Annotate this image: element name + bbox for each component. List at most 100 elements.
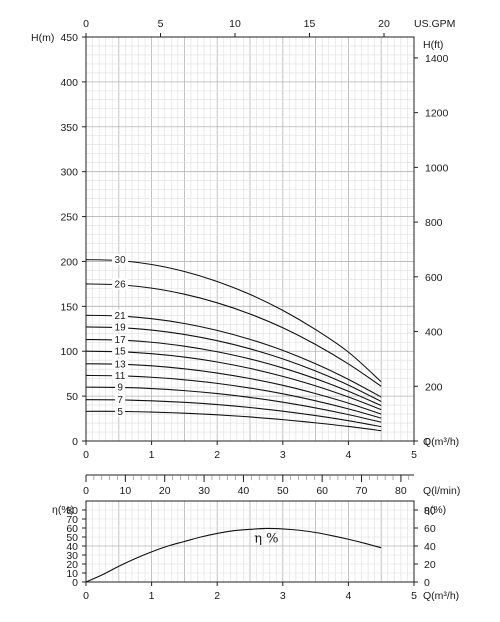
- right-tick-label: 200: [425, 381, 443, 393]
- y-tick-label: 200: [60, 256, 78, 268]
- right-tick-label: 800: [425, 217, 443, 229]
- stage-label-19: 19: [115, 322, 127, 333]
- top-tick-label: 10: [229, 18, 241, 30]
- y-tick-label: 250: [60, 212, 78, 224]
- stage-label-bg: [112, 369, 129, 381]
- lpm-tick-label: 10: [120, 485, 132, 497]
- plot-frame: [85, 36, 415, 442]
- right-axis-title: η(%): [424, 504, 446, 516]
- lpm-tick-label: 80: [395, 485, 407, 497]
- curve-stage-9: [85, 386, 382, 423]
- stage-label-17: 17: [115, 335, 127, 346]
- top-tick-label: 0: [83, 18, 89, 30]
- y-tick-label: 40: [66, 541, 78, 553]
- x-tick-label: 3: [280, 449, 286, 461]
- right-tick-label: 1000: [425, 162, 449, 174]
- curve-stage-30: [85, 259, 382, 383]
- right-tick-label: 1200: [425, 108, 449, 120]
- y-tick-label: 30: [66, 550, 78, 562]
- right-tick-label: 0: [424, 577, 430, 589]
- x-tick-label: 5: [411, 449, 417, 461]
- y-tick-label: 20: [66, 559, 78, 571]
- right-tick-label: 80: [424, 505, 436, 517]
- stage-label-bg: [112, 321, 129, 333]
- y-axis-title: η(%): [52, 504, 74, 516]
- lpm-tick-label: 70: [356, 485, 368, 497]
- y-tick-label: 300: [60, 167, 78, 179]
- grid-lines: [85, 36, 415, 442]
- right-tick-label: 400: [425, 327, 443, 339]
- stage-label-11: 11: [115, 371, 126, 382]
- x-tick-label: 1: [149, 590, 155, 602]
- curve-stage-13: [85, 363, 382, 415]
- stage-label-26: 26: [115, 279, 127, 290]
- lpm-tick-label: 0: [83, 485, 89, 497]
- y-tick-label: 10: [66, 568, 78, 580]
- stage-label-bg: [112, 358, 129, 370]
- x-tick-label: 3: [280, 590, 286, 602]
- stage-label-bg: [112, 254, 129, 266]
- curve-stage-11: [85, 374, 382, 419]
- stage-label-7: 7: [117, 395, 123, 406]
- y-tick-label: 100: [60, 346, 78, 358]
- stage-label-21: 21: [115, 311, 127, 322]
- top-axis-title: US.GPM: [414, 18, 455, 30]
- stage-label-bg: [115, 394, 126, 406]
- lpm-tick-label: 20: [159, 485, 171, 497]
- stage-label-bg: [115, 381, 126, 393]
- right-tick-label: 1400: [425, 53, 449, 65]
- curve-stage-21: [85, 314, 382, 398]
- top-tick-label: 15: [304, 18, 316, 30]
- curve-stage-5: [85, 410, 382, 432]
- stage-label-9: 9: [117, 383, 123, 394]
- curve-stage-15: [85, 350, 382, 411]
- right-axis-title: H(ft): [423, 39, 443, 51]
- lpm-tick-label: 60: [316, 485, 328, 497]
- top-tick-label: 5: [158, 18, 164, 30]
- y-tick-label: 150: [60, 301, 78, 313]
- y-tick-label: 400: [60, 77, 78, 89]
- x-tick-label: 5: [411, 590, 417, 602]
- y-tick-label: 50: [66, 532, 78, 544]
- y-tick-label: 0: [72, 436, 78, 448]
- x-tick-label: 0: [83, 590, 89, 602]
- efficiency-annotation: η %: [254, 531, 278, 546]
- flow-lpm-axis: 0 10 20 30 40 50 60 70 80 Q(l/min): [83, 474, 460, 497]
- x-axis-title: Q(m³/h): [423, 590, 459, 602]
- stage-label-5: 5: [117, 407, 123, 418]
- right-tick-label: 600: [425, 272, 443, 284]
- curve-stage-19: [85, 326, 382, 402]
- y-tick-label: 80: [66, 505, 78, 517]
- right-tick-label: 40: [424, 541, 436, 553]
- x-tick-label: 2: [214, 449, 220, 461]
- stage-label-bg: [115, 405, 126, 417]
- right-tick-label: 0: [425, 436, 431, 448]
- x-tick-label: 1: [149, 449, 155, 461]
- y-tick-label: 350: [60, 122, 78, 134]
- curve-stage-7: [85, 399, 382, 428]
- y-tick-label: 70: [66, 514, 78, 526]
- lpm-tick-label: 50: [277, 485, 289, 497]
- stage-label-15: 15: [115, 347, 127, 358]
- right-tick-label: 60: [424, 523, 436, 535]
- y-axis-title: H(m): [31, 32, 54, 44]
- stage-label-bg: [112, 334, 129, 346]
- right-tick-label: 20: [424, 559, 436, 571]
- x-tick-label: 4: [345, 590, 351, 602]
- y-tick-label: 450: [60, 32, 78, 44]
- grid-lines: [85, 500, 415, 583]
- plot-frame: [85, 500, 415, 583]
- y-tick-label: 0: [72, 577, 78, 589]
- stage-label-13: 13: [115, 359, 127, 370]
- x-tick-label: 4: [345, 449, 351, 461]
- stage-label-bg: [112, 345, 129, 357]
- curve-stage-26: [85, 283, 382, 387]
- lpm-tick-label: 30: [198, 485, 210, 497]
- x-tick-label: 0: [83, 449, 89, 461]
- curve-stage-17: [85, 339, 382, 407]
- stage-label-30: 30: [115, 255, 127, 266]
- lpm-axis-title: Q(l/min): [423, 485, 460, 497]
